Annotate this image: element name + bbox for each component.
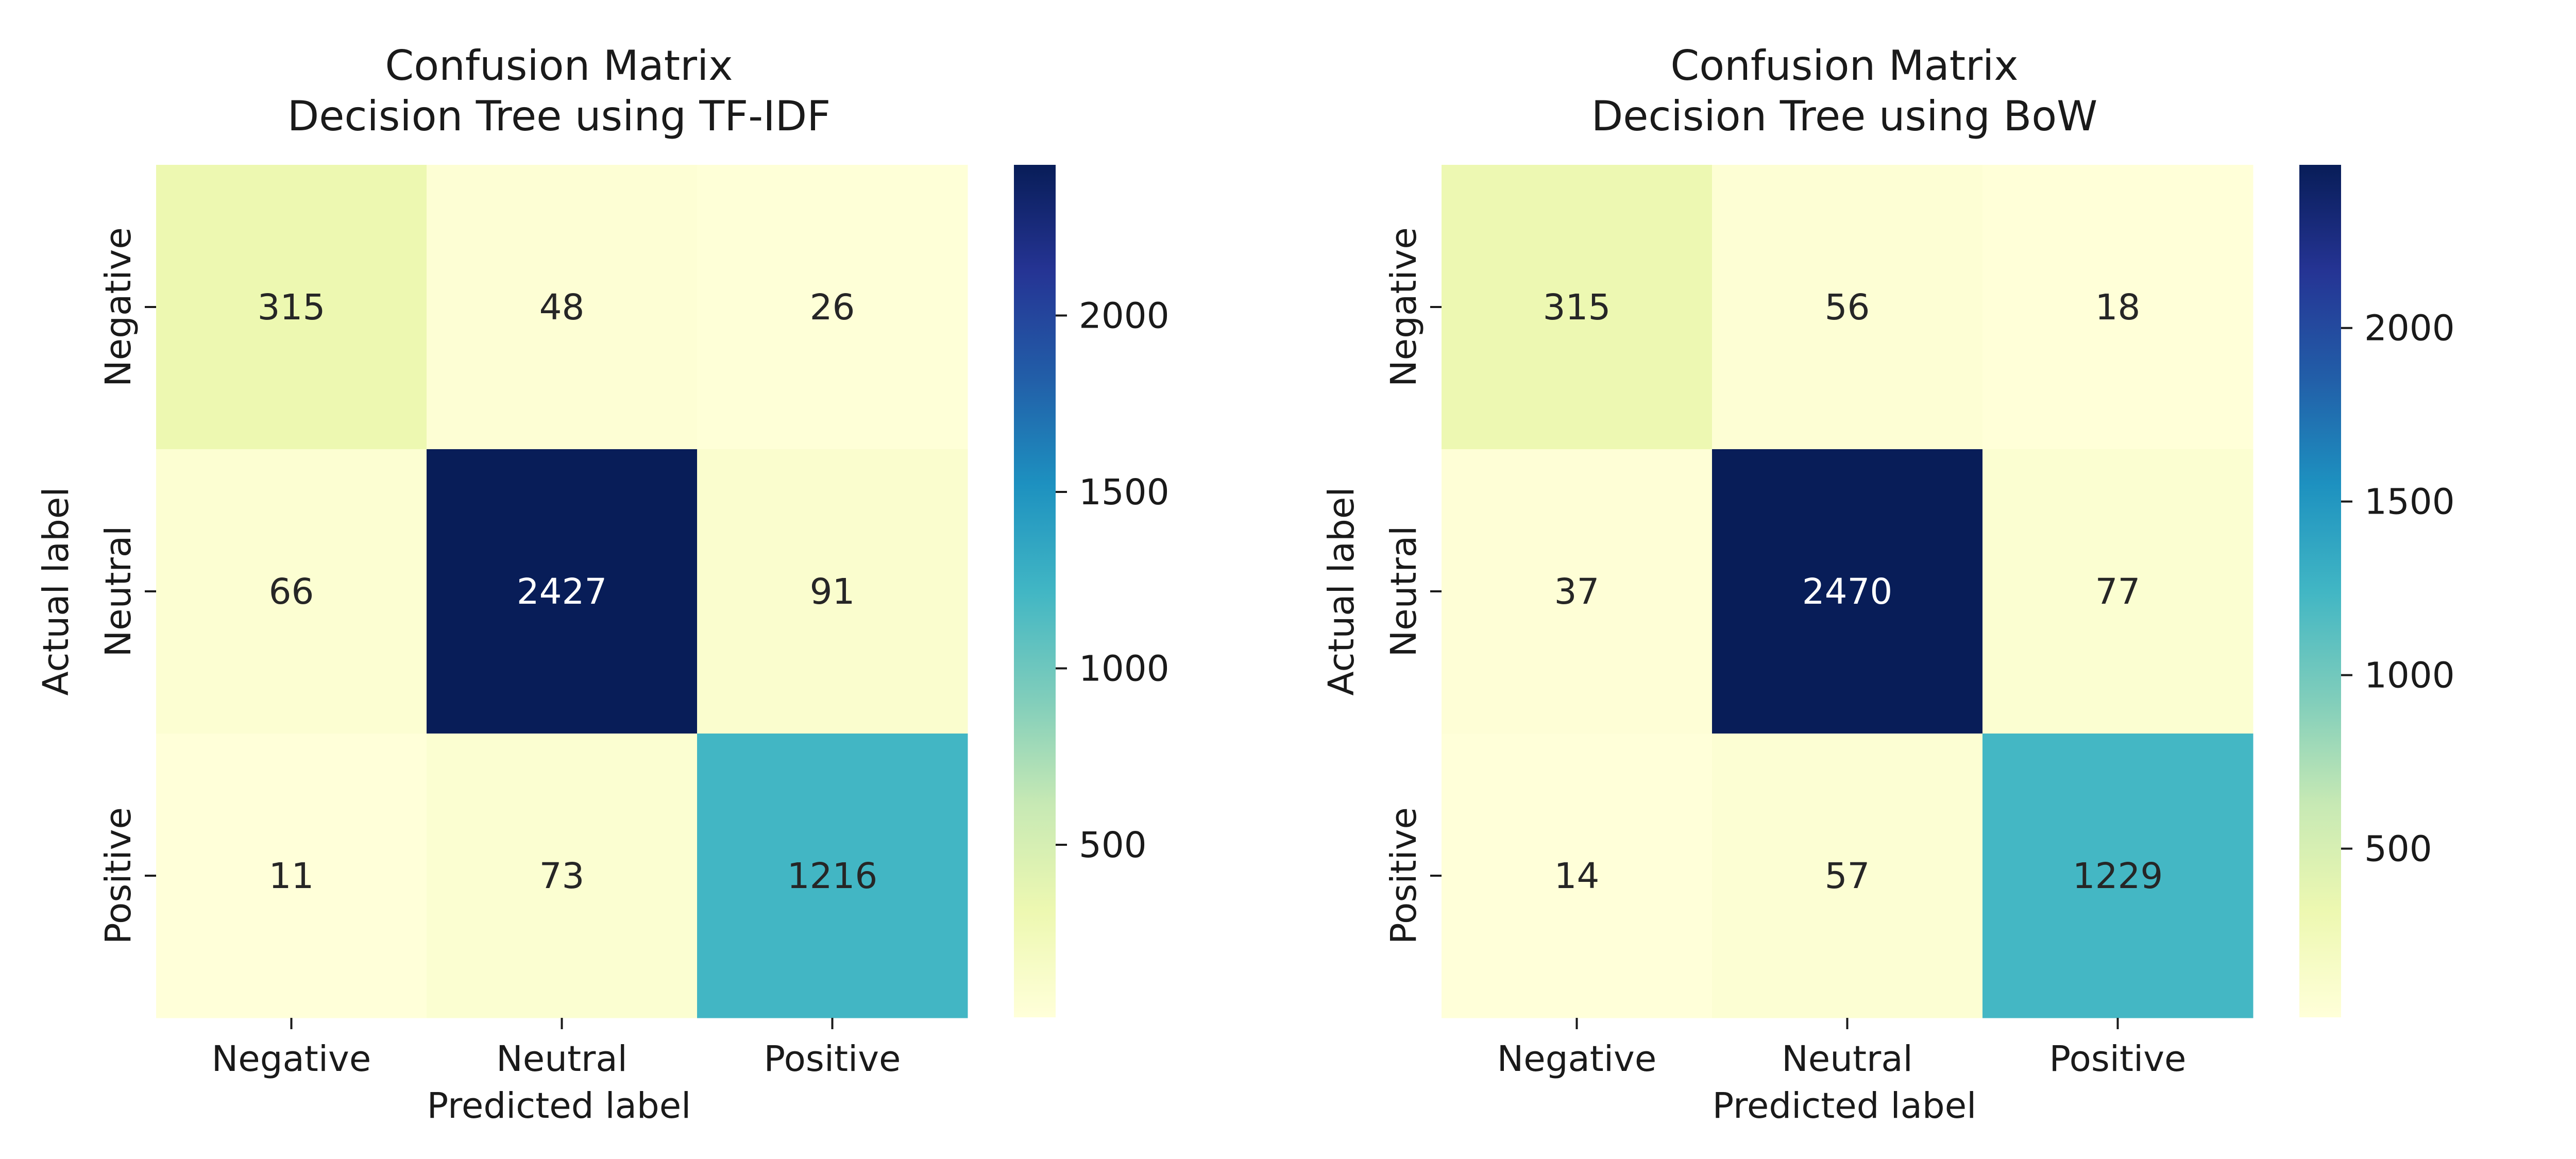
y-axis-ticks: Negative Neutral Positive <box>98 227 156 944</box>
heatmap-cells: 315 56 18 37 2470 77 14 57 1229 <box>1442 165 2253 1018</box>
x-axis-label: Predicted label <box>1713 1085 1977 1127</box>
colorbar-tick-label: 1500 <box>1079 472 1170 513</box>
heatmap-cell <box>156 734 427 1018</box>
heatmap-cell <box>697 734 968 1018</box>
colorbar-ticks: 500 1000 1500 2000 <box>1056 296 1170 866</box>
chart-subtitle: Decision Tree using TF-IDF <box>287 92 831 140</box>
heatmap-cell <box>156 449 427 734</box>
cell-value-label: 315 <box>258 287 326 328</box>
colorbar-tick-label: 1000 <box>2364 655 2455 696</box>
cell-value-label: 37 <box>1554 571 1600 612</box>
cell-value-label: 48 <box>539 287 585 328</box>
heatmap-cell <box>1712 165 1983 450</box>
y-tick-label: Negative <box>1383 227 1425 387</box>
x-axis-ticks: Negative Neutral Positive <box>212 1018 901 1080</box>
chart-title: Confusion Matrix <box>385 42 733 90</box>
x-axis-label: Predicted label <box>427 1085 691 1127</box>
cell-value-label: 66 <box>269 571 314 612</box>
x-tick-label: Positive <box>2049 1038 2187 1080</box>
heatmap-cell <box>156 165 427 450</box>
heatmap-cell <box>1712 734 1983 1018</box>
heatmap-cell <box>1442 734 1713 1018</box>
x-axis-ticks: Negative Neutral Positive <box>1497 1018 2187 1080</box>
heatmap-cell <box>1442 165 1713 450</box>
cell-value-label: 14 <box>1554 856 1600 897</box>
heatmap-cells: 315 48 26 66 2427 91 11 73 1216 <box>156 165 968 1018</box>
y-tick-label: Negative <box>98 227 139 387</box>
cell-value-label: 2427 <box>517 571 607 612</box>
heatmap-cell <box>1982 165 2253 450</box>
heatmap-cell <box>427 165 698 450</box>
cell-value-label: 73 <box>539 856 585 897</box>
cell-value-label: 315 <box>1543 287 1611 328</box>
heatmap-cell <box>427 734 698 1018</box>
colorbar-tick-label: 1500 <box>2364 482 2455 523</box>
cell-value-label: 1229 <box>2073 856 2163 897</box>
heatmap-cell <box>1982 734 2253 1018</box>
x-tick-label: Neutral <box>1782 1038 1913 1080</box>
colorbar-tick-label: 1000 <box>1079 649 1170 690</box>
cell-value-label: 56 <box>1825 287 1870 328</box>
y-axis-label: Actual label <box>36 487 77 696</box>
y-tick-label: Positive <box>1383 807 1425 944</box>
y-axis-ticks: Negative Neutral Positive <box>1383 227 1442 944</box>
cell-value-label: 1216 <box>787 856 878 897</box>
colorbar-tick-label: 500 <box>1079 825 1147 866</box>
x-tick-label: Neutral <box>496 1038 628 1080</box>
colorbar-gradient <box>1014 165 1056 1017</box>
colorbar-ticks: 500 1000 1500 2000 <box>2341 308 2455 870</box>
heatmap-cell <box>427 449 698 734</box>
heatmap-panel-tfidf: Confusion Matrix Decision Tree using TF-… <box>36 42 1170 1127</box>
heatmap-panel-bow: Confusion Matrix Decision Tree using BoW… <box>1321 42 2455 1127</box>
x-tick-label: Positive <box>764 1038 901 1080</box>
colorbar-tick-label: 500 <box>2364 829 2432 870</box>
cell-value-label: 57 <box>1825 856 1870 897</box>
x-tick-label: Negative <box>1497 1038 1657 1080</box>
colorbar-tick-label: 2000 <box>1079 296 1170 337</box>
colorbar-tick-label: 2000 <box>2364 308 2455 349</box>
heatmap-cell <box>1712 449 1983 734</box>
colorbar: 500 1000 1500 2000 <box>1014 165 1170 1017</box>
heatmap-cell <box>697 449 968 734</box>
y-tick-label: Neutral <box>98 526 139 657</box>
chart-subtitle: Decision Tree using BoW <box>1591 92 2098 140</box>
cell-value-label: 26 <box>810 287 855 328</box>
cell-value-label: 91 <box>810 571 855 612</box>
y-tick-label: Positive <box>98 807 139 944</box>
heatmap-cell <box>1442 449 1713 734</box>
x-tick-label: Negative <box>212 1038 371 1080</box>
cell-value-label: 77 <box>2095 571 2141 612</box>
chart-title: Confusion Matrix <box>1670 42 2018 90</box>
colorbar: 500 1000 1500 2000 <box>2299 165 2455 1017</box>
y-tick-label: Neutral <box>1383 526 1425 657</box>
cell-value-label: 18 <box>2095 287 2141 328</box>
heatmap-cell <box>697 165 968 450</box>
cell-value-label: 11 <box>269 856 314 897</box>
colorbar-gradient <box>2299 165 2341 1017</box>
heatmap-cell <box>1982 449 2253 734</box>
y-axis-label: Actual label <box>1321 487 1362 696</box>
cell-value-label: 2470 <box>1802 571 1893 612</box>
